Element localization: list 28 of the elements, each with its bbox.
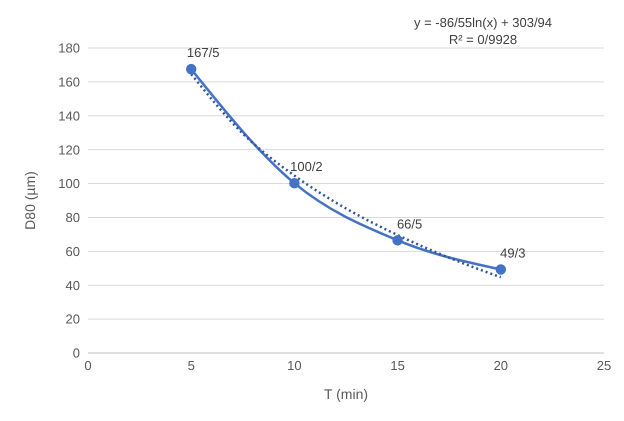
data-label: 66/5: [396, 216, 422, 232]
y-tick-label: 120: [58, 142, 80, 158]
text: R² = 0/9928: [448, 31, 518, 48]
y-axis-title: D80 (µm): [22, 171, 38, 230]
point: [496, 264, 506, 275]
x-tick-label: 10: [287, 358, 302, 374]
y-tick-label: 20: [66, 312, 80, 327]
x-tick-label: 20: [494, 358, 508, 374]
y-tick-label: 0: [72, 346, 80, 361]
y-tick-label: 40: [66, 278, 80, 293]
y-tick-label: 160: [58, 74, 80, 90]
y-tick-label: 100: [58, 176, 80, 192]
x-axis-title: T (min): [324, 386, 368, 402]
data-label: 100/2: [290, 159, 323, 174]
point: [289, 178, 300, 188]
data-label: 167/5: [186, 45, 220, 60]
x-tick-label: 0: [84, 358, 92, 374]
text: y = -86/55ln(x) + 303/94: [412, 14, 554, 31]
y-tick-label: 140: [58, 108, 80, 124]
x-tick-label: 25: [596, 358, 612, 374]
y-tick-label: 60: [66, 244, 80, 259]
point: [392, 235, 403, 246]
point: [186, 64, 196, 74]
data-label: 49/3: [500, 245, 526, 260]
x-tick-label: 5: [188, 358, 195, 374]
y-tick-label: 80: [66, 210, 80, 226]
y-tick-label: 180: [58, 40, 80, 56]
x-tick-label: 15: [390, 358, 405, 374]
